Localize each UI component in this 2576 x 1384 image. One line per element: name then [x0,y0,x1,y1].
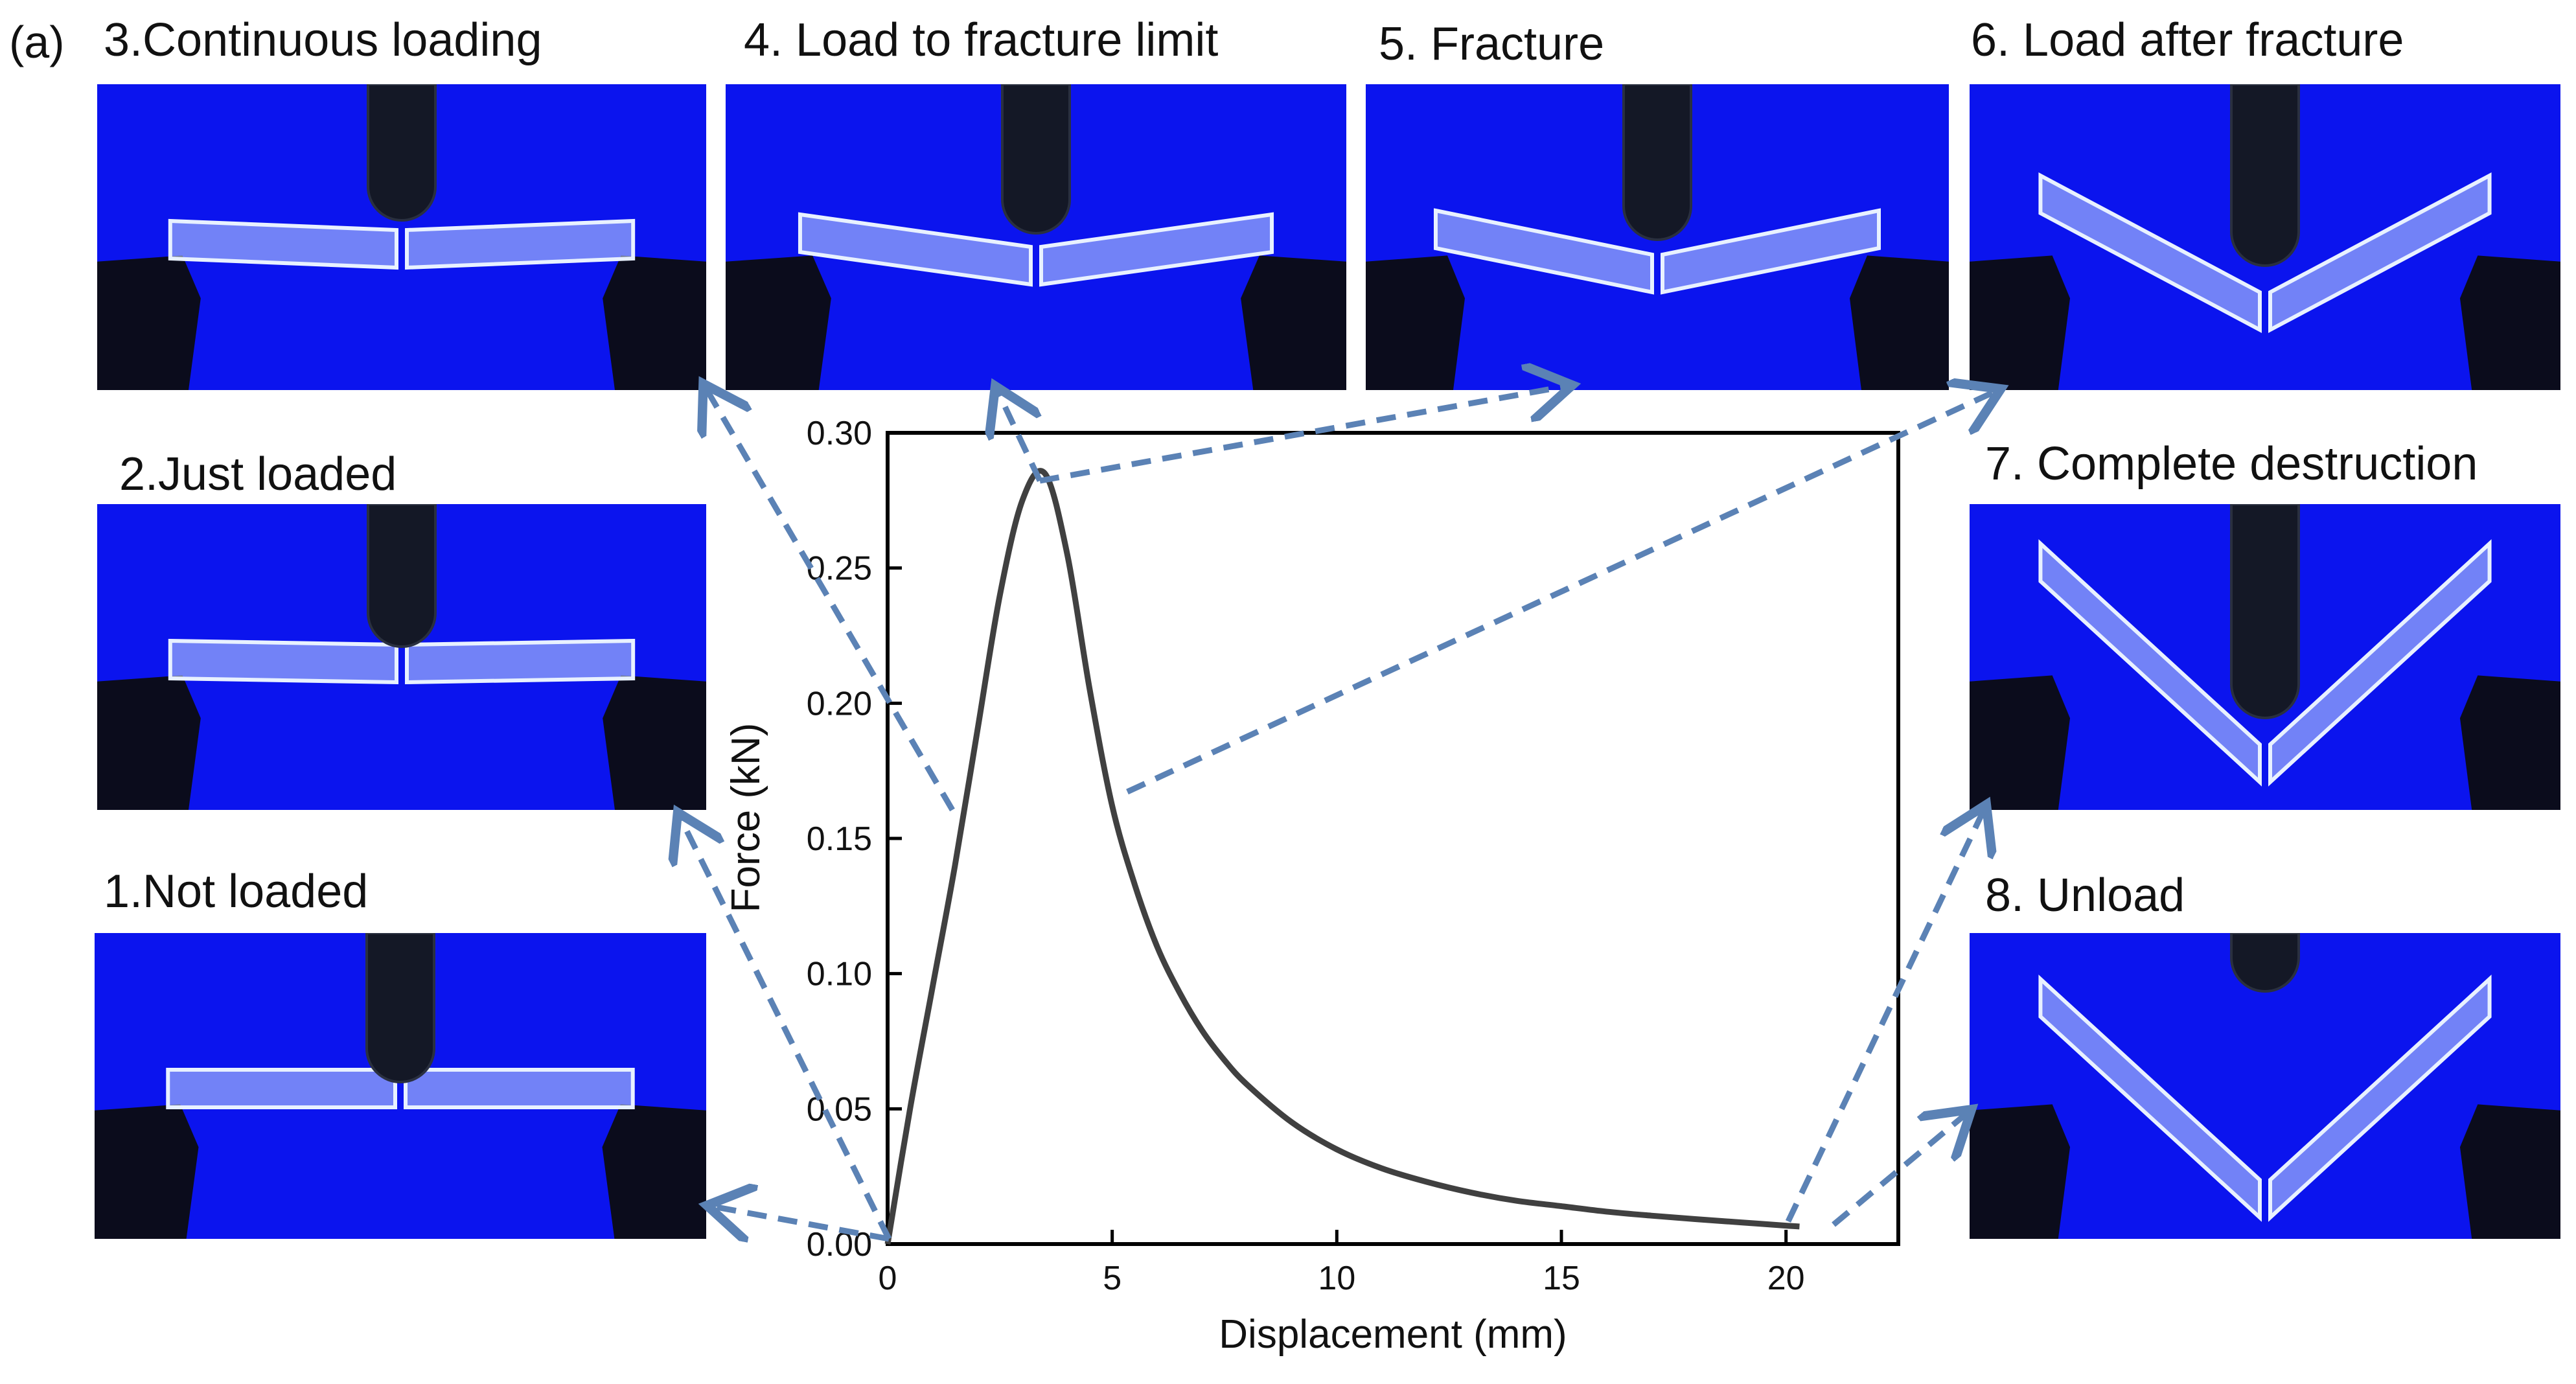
stage-arrow [680,818,892,1240]
caption-continuous-loading: 3.Continuous loading [104,14,542,66]
photo-just-loaded [97,504,706,810]
y-axis-label: Force (kN) [724,723,768,913]
photo-fracture-limit [726,84,1346,390]
panel-label: (a) [9,17,65,67]
x-tick-label: 0 [879,1260,897,1297]
caption-just-loaded: 2.Just loaded [119,448,397,500]
x-tick-label: 20 [1767,1260,1805,1297]
stage-arrow [1126,391,1995,795]
x-tick-label: 10 [1318,1260,1355,1297]
photo-fracture [1366,84,1949,390]
caption-complete-destruction: 7. Complete destruction [1985,438,2478,490]
caption-after-fracture: 6. Load after fracture [1971,14,2404,66]
stage-arrow [706,389,955,812]
x-axis-label: Displacement (mm) [1219,1312,1567,1357]
x-tick-label: 5 [1103,1260,1121,1297]
y-tick-label: 0.20 [807,685,872,722]
photo-complete-destruction [1970,504,2560,810]
photo-unload [1970,933,2560,1239]
y-tick-label: 0.30 [807,415,872,452]
force-curve [884,468,1800,1245]
photo-not-loaded [95,933,706,1239]
plot-frame [886,431,1900,1246]
stage-arrow [1785,810,1984,1223]
caption-fracture-limit: 4. Load to fracture limit [744,14,1219,66]
caption-not-loaded: 1.Not loaded [104,866,369,917]
caption-fracture: 5. Fracture [1379,18,1605,70]
stage-arrow [1039,386,1567,484]
stage-arrows [680,386,1995,1239]
photo-continuous-loading [97,84,706,390]
y-tick-label: 0.15 [807,820,872,858]
y-tick-label: 0.10 [807,956,872,993]
photo-after-fracture [1970,84,2560,390]
stage-arrow [998,391,1043,482]
x-tick-label: 15 [1543,1260,1580,1297]
caption-unload: 8. Unload [1985,870,2185,921]
